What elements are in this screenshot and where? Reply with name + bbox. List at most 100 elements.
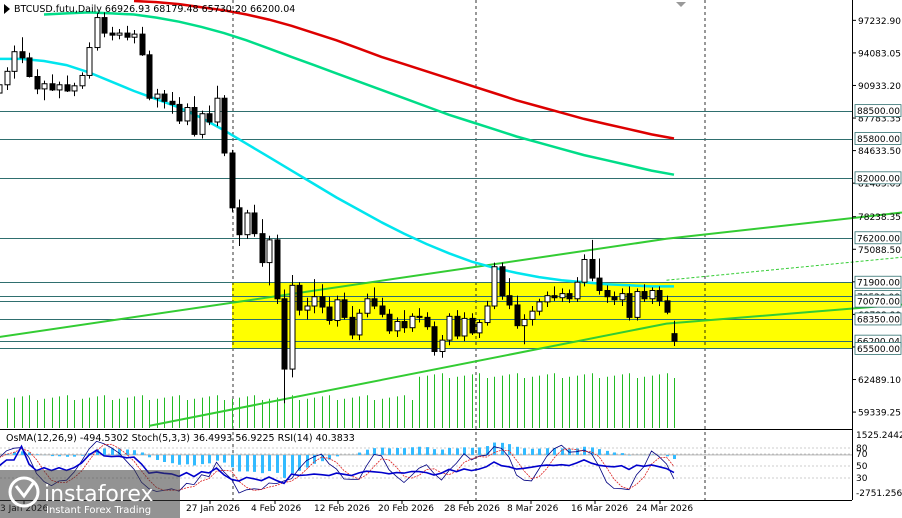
bull-candle-body [199,113,206,135]
level-tag-label: 85800.00 [857,135,900,145]
bull-candle-body [559,293,566,299]
bull-candle-body [86,47,93,76]
bull-candle-body [544,295,551,303]
candle [229,149,236,212]
candle [0,84,3,94]
candle [424,312,431,330]
candle [491,262,498,310]
candle [536,298,543,316]
bull-candle-body [244,212,251,236]
logo-check-icon [14,481,36,499]
bull-candle-body [311,296,318,307]
candle [656,286,663,307]
candle [176,97,183,125]
candle [469,313,476,335]
level-tag-box [854,231,902,245]
level-tag: 82000.00 [854,171,902,184]
bear-candle-body [566,293,573,300]
price-panel[interactable]: 97232.90 94083.05 90933.20 87783.35 84633.50… [0,0,902,500]
bull-candle-body [409,315,416,329]
bull-candle-body [184,107,191,122]
indicator-tick-label: 50 [856,462,868,472]
bull-candle-body [11,51,18,72]
candle [214,85,221,127]
level-tag: 65500.00 [854,341,902,355]
rsi-line [0,444,675,485]
bull-candle-body [476,322,483,334]
level-tag: 88500.00 [854,104,902,118]
price-tick-label: 90933.20 [858,82,901,92]
level-tag: 71900.00 [854,275,902,289]
price-tick-label: 78238.35 [858,213,901,223]
candle [476,319,483,339]
bull-candle-body [446,315,453,341]
level-tag: 70070.00 [854,294,902,308]
indicator-tick-label: 30 [856,474,868,484]
bull-candle-body [574,281,581,300]
bull-candle-body [266,239,273,264]
level-tag-label: 82000.00 [857,174,900,184]
candle [71,82,78,97]
date-tick-label: 16 Mar 2026 [571,504,628,514]
level-tag: 76200.00 [854,231,902,245]
bear-candle-body [379,305,386,315]
candle [664,295,671,315]
rsi-line [0,444,675,485]
candle [544,291,551,308]
bear-candle-body [371,298,378,307]
candle [86,42,93,79]
candle [161,89,168,109]
instaforex-logo: instaforex Instant Forex Trading [0,470,180,518]
candle [604,285,611,303]
bull-candle-body [94,17,101,49]
logo-mark-icon [8,476,40,508]
bear-candle-body [296,284,303,311]
bear-candle-body [386,313,393,332]
price-tick-label: 84633.50 [858,147,901,157]
candles[interactable] [0,12,678,404]
candle [146,50,153,101]
channel-upper-line [0,211,902,338]
price-tick-label: 62489.10 [858,376,901,386]
bear-candle-body [19,51,26,59]
bear-candle-body [281,298,288,370]
bull-candle-body [116,32,123,36]
candle [529,306,536,326]
bear-candle-body [236,207,243,236]
candle [34,69,41,95]
candle [371,287,378,310]
bear-candle-body [251,212,258,235]
bull-candle-body [356,312,363,336]
candle [26,52,33,78]
level-tag-label: 88500.00 [857,107,900,117]
bear-candle-body [26,57,33,78]
bull-candle-body [521,318,528,327]
date-tick-label: 8 Mar 2026 [507,504,559,514]
bear-candle-body [431,326,438,352]
shift-marker-icon[interactable] [676,2,686,7]
candle [566,289,573,303]
bear-candle-body [341,299,348,318]
trend-channel[interactable] [0,190,902,427]
candle [169,92,176,114]
level-tag-box [854,104,902,118]
level-tag-box [854,312,902,326]
candle [574,277,581,302]
bear-candle-body [259,233,266,264]
date-tick-label: 20 Feb 2026 [378,504,434,514]
bull-candle-body [536,301,543,312]
bull-candle-body [289,284,296,370]
bear-candle-body [349,316,356,336]
candle [289,274,296,378]
symbol-title: BTCUSD.futu,Daily 66926.93 68179.48 6573… [14,4,295,15]
date-tick-label: 28 Feb 2026 [444,504,500,514]
bull-candle-body [394,321,401,332]
candle [349,306,356,340]
candle [319,284,326,314]
candle [311,279,318,314]
bear-candle-body [206,113,213,123]
moving-averages [0,0,675,288]
level-tag: 68350.00 [854,312,902,326]
